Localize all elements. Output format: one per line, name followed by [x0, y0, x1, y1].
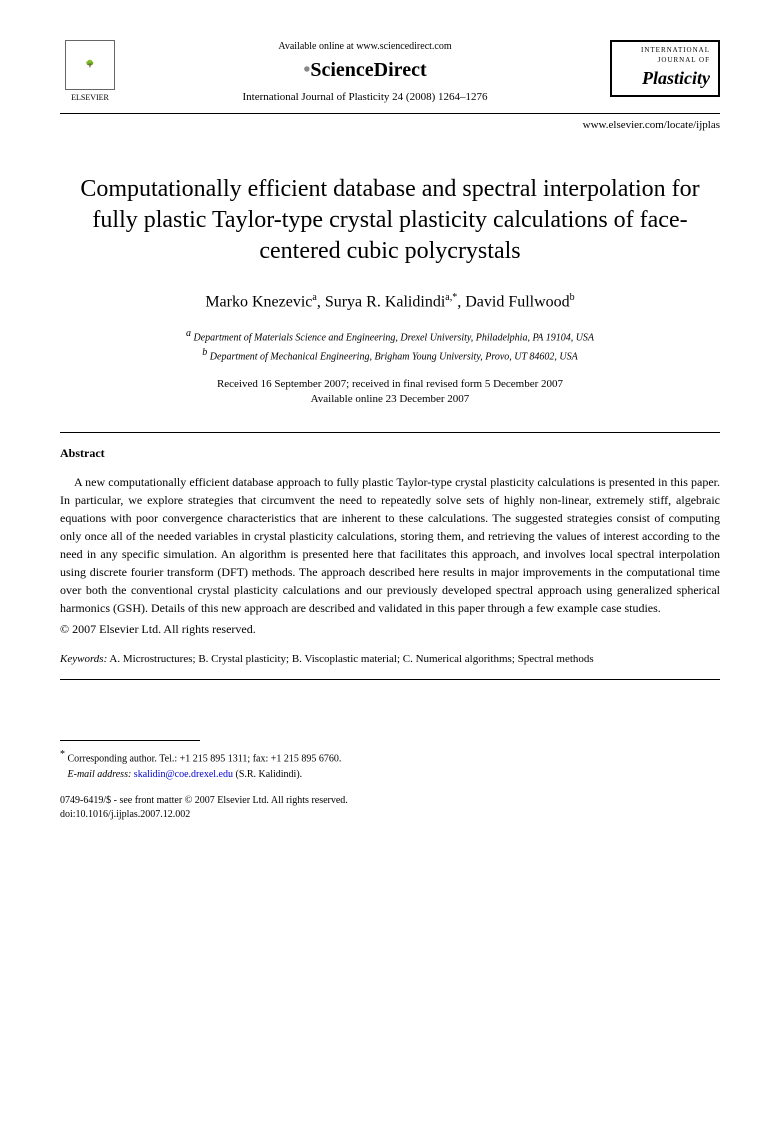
corresponding-author: * Corresponding author. Tel.: +1 215 895… [60, 747, 720, 781]
available-online-text: Available online at www.sciencedirect.co… [120, 40, 610, 54]
email-name: (S.R. Kalidindi). [235, 769, 302, 780]
keywords-bottom-divider [60, 679, 720, 680]
author-3-sup: b [570, 292, 575, 303]
affiliations: a Department of Materials Science and En… [60, 326, 720, 365]
corresponding-email-line: E-mail address: skalidin@coe.drexel.edu … [60, 767, 720, 782]
footnote-divider [60, 740, 200, 741]
footer-info: 0749-6419/$ - see front matter © 2007 El… [60, 794, 720, 822]
affiliation-a: a Department of Materials Science and En… [60, 326, 720, 345]
header-row: 🌳 ELSEVIER Available online at www.scien… [60, 40, 720, 105]
abstract-heading: Abstract [60, 445, 720, 462]
online-date: Available online 23 December 2007 [60, 392, 720, 407]
keywords-label: Keywords: [60, 653, 107, 665]
corresponding-label: Corresponding author. Tel.: +1 215 895 1… [68, 754, 342, 765]
sciencedirect-text: ScienceDirect [310, 59, 426, 81]
abstract-top-divider [60, 432, 720, 433]
email-link[interactable]: skalidin@coe.drexel.edu [134, 769, 233, 780]
issn-line: 0749-6419/$ - see front matter © 2007 El… [60, 794, 720, 808]
doi-line: doi:10.1016/j.ijplas.2007.12.002 [60, 808, 720, 822]
sciencedirect-logo: •ScienceDirect [120, 56, 610, 84]
affiliation-b: b Department of Mechanical Engineering, … [60, 345, 720, 364]
plasticity-big-text: Plasticity [620, 66, 710, 91]
abstract-text: A new computationally efficient database… [60, 473, 720, 617]
header-divider [60, 113, 720, 114]
email-label: E-mail address: [68, 769, 132, 780]
locate-url[interactable]: www.elsevier.com/locate/ijplas [60, 118, 720, 133]
author-1: Marko Knezevic [205, 294, 312, 311]
author-2-sup: a,* [445, 292, 457, 303]
elsevier-tree-icon: 🌳 [65, 40, 115, 90]
publication-dates: Received 16 September 2007; received in … [60, 377, 720, 408]
journal-reference: International Journal of Plasticity 24 (… [120, 90, 610, 105]
plasticity-journal-logo: INTERNATIONAL JOURNAL OF Plasticity [610, 40, 720, 97]
center-header: Available online at www.sciencedirect.co… [120, 40, 610, 105]
plasticity-small-text: INTERNATIONAL JOURNAL OF [620, 46, 710, 66]
abstract-copyright: © 2007 Elsevier Ltd. All rights reserved… [60, 621, 720, 638]
author-2: Surya R. Kalidindi [325, 294, 445, 311]
authors-line: Marko Knezevica, Surya R. Kalidindia,*, … [60, 291, 720, 314]
elsevier-logo: 🌳 ELSEVIER [60, 40, 120, 103]
affiliation-a-text: Department of Materials Science and Engi… [193, 332, 594, 343]
keywords-text: A. Microstructures; B. Crystal plasticit… [109, 653, 593, 665]
author-1-sup: a [312, 292, 316, 303]
received-date: Received 16 September 2007; received in … [60, 377, 720, 392]
corresponding-line: * Corresponding author. Tel.: +1 215 895… [60, 747, 720, 766]
article-title: Computationally efficient database and s… [60, 174, 720, 268]
keywords: Keywords: A. Microstructures; B. Crystal… [60, 652, 720, 667]
elsevier-label: ELSEVIER [60, 92, 120, 103]
author-3: David Fullwood [465, 294, 569, 311]
affiliation-b-text: Department of Mechanical Engineering, Br… [210, 352, 578, 363]
